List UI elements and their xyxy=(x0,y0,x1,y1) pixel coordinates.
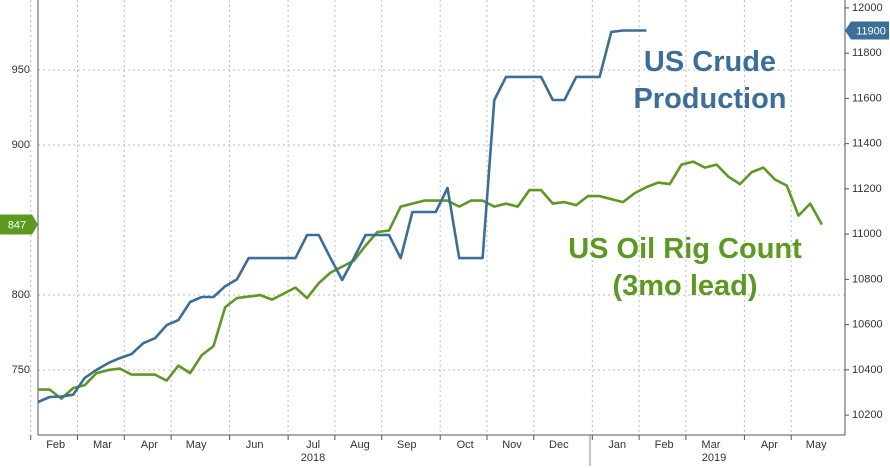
x-tick-label: May xyxy=(186,439,207,451)
y2-tick-label: 11000 xyxy=(852,228,882,240)
y-tick-label: 750 xyxy=(12,364,30,376)
y2-tick-label: 10800 xyxy=(852,273,883,285)
x-tick-label: Mar xyxy=(701,439,720,451)
x-tick-label: Feb xyxy=(655,439,674,451)
y2-tick-label: 10600 xyxy=(852,319,883,331)
last-value-label: 11900 xyxy=(856,25,886,37)
y2-tick-label: 11600 xyxy=(852,92,882,104)
annotation: US Oil Rig Count (3mo lead) xyxy=(568,233,802,302)
x-tick-label: Feb xyxy=(46,439,65,451)
y-tick-label: 900 xyxy=(12,139,30,151)
y2-tick-label: 12000 xyxy=(852,2,883,14)
x-tick-label: Mar xyxy=(93,439,112,451)
y-tick-label: 950 xyxy=(12,64,30,76)
y2-tick-label: 11800 xyxy=(852,47,882,59)
series-line xyxy=(38,160,824,400)
x-tick-label: May xyxy=(806,439,827,451)
y-tick-label: 800 xyxy=(12,289,30,301)
y2-tick-label: 10200 xyxy=(852,409,883,421)
y2-tick-label: 11400 xyxy=(852,138,882,150)
x-tick-label: Jun xyxy=(246,439,264,451)
x-tick-label: Aug xyxy=(350,439,370,451)
year-label: 2019 xyxy=(702,452,726,464)
x-tick-label: Sep xyxy=(397,439,417,451)
y2-tick-label: 11200 xyxy=(852,183,882,195)
annotation: US Crude Production xyxy=(633,46,787,115)
y2-tick-label: 10400 xyxy=(852,364,883,376)
x-tick-label: Jul xyxy=(306,439,320,451)
x-tick-label: Nov xyxy=(502,439,522,451)
year-label: 2018 xyxy=(301,452,325,464)
x-tick-label: Oct xyxy=(457,439,474,451)
plot-area xyxy=(38,0,845,435)
x-tick-label: Apr xyxy=(141,439,158,451)
x-tick-label: Apr xyxy=(761,439,778,451)
x-tick-label: Dec xyxy=(549,439,569,451)
series-line xyxy=(37,29,647,404)
last-value-label: 847 xyxy=(8,219,26,231)
last-value-box xyxy=(0,214,38,235)
last-value-box xyxy=(845,21,889,40)
x-tick-label: Jan xyxy=(608,439,626,451)
